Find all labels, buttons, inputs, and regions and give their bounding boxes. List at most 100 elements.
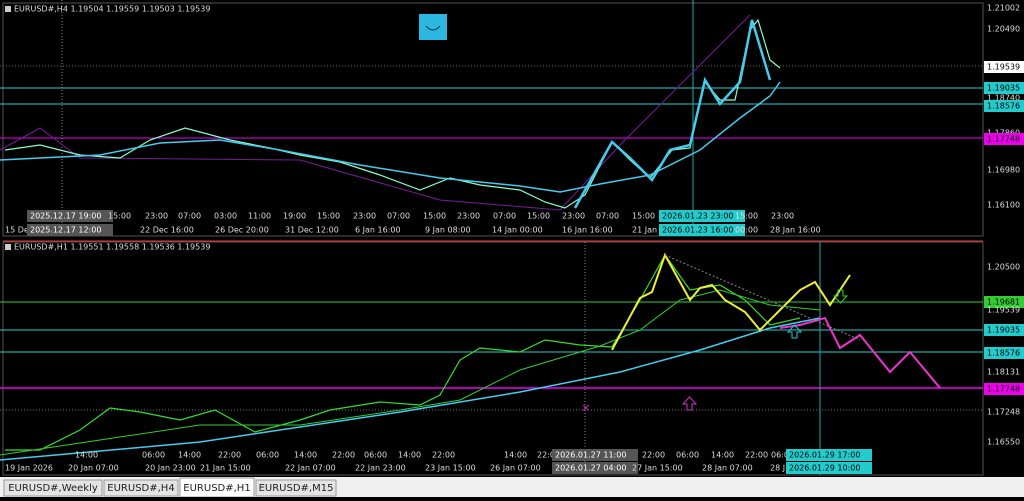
- tab-label[interactable]: EURUSD#,H1: [183, 483, 250, 494]
- time-label: 14:00: [178, 451, 201, 460]
- time-label: 07:00: [596, 212, 619, 221]
- header-mark: [5, 6, 11, 12]
- price-label: 1.17748: [987, 385, 1020, 394]
- date-label: 21 Jan 15:00: [200, 464, 251, 473]
- date-label: 2026.01.29 10:00: [789, 464, 860, 473]
- time-label: 22:00: [745, 451, 768, 460]
- time-label: 14:00: [75, 451, 98, 460]
- date-label: 22 Jan 07:00: [285, 464, 336, 473]
- time-label: 14:00: [711, 451, 734, 460]
- time-label: 14:00: [398, 451, 421, 460]
- time-label: 06:00: [771, 451, 794, 460]
- time-label: 22:00: [332, 451, 355, 460]
- tab[interactable]: [3, 479, 103, 497]
- price-label: 1.19539: [987, 63, 1020, 72]
- price-label: 1.20490: [987, 25, 1020, 34]
- time-label: 22:00: [537, 451, 560, 460]
- date-label: 28 Jan 07:00: [702, 464, 753, 473]
- time-label: 2026.01.29 17:00: [789, 451, 860, 460]
- price-label-box: [984, 133, 1024, 145]
- time-label: 2026.01.27 11:00: [555, 451, 626, 460]
- top-drawings: [0, 0, 983, 236]
- tab-label[interactable]: EURUSD#,H4: [107, 483, 174, 494]
- time-label: 06:00: [676, 451, 699, 460]
- date-label: 14 Jan 00:00: [492, 226, 543, 235]
- date-label: 23 Jan 15:00: [425, 464, 476, 473]
- price-label-box: [984, 324, 1024, 336]
- price-label: 1.16550: [987, 438, 1020, 447]
- time-label: 2026.01.23 23:00: [662, 212, 733, 221]
- price-label: 1.18131: [987, 368, 1020, 377]
- time-label-box: [27, 210, 113, 222]
- date-label: 20 Jan 07:00: [68, 464, 119, 473]
- price-label: 1.19035: [987, 84, 1020, 93]
- time-label-box: [552, 449, 638, 461]
- date-label: 22 Dec 16:00: [140, 226, 194, 235]
- date-label-box: [786, 462, 872, 474]
- time-label: 22:00: [218, 451, 241, 460]
- price-label: 1.18740: [987, 94, 1020, 103]
- tab[interactable]: [255, 479, 337, 497]
- time-label: 22:00: [432, 451, 455, 460]
- time-label-box: [786, 449, 872, 461]
- bottom-frame: [2, 241, 984, 476]
- time-label: 23:00: [145, 212, 168, 221]
- price-label: 1.19681: [987, 298, 1020, 307]
- bottom-drawings: ×: [0, 242, 983, 475]
- chart-header: EURUSD#,H1 1.19551 1.19558 1.19536 1.195…: [14, 243, 210, 252]
- date-label: 22 Jan 23:00: [355, 464, 406, 473]
- date-label: 16 Jan 16:00: [562, 226, 613, 235]
- time-label: 07:00: [387, 212, 410, 221]
- date-label-box: [27, 224, 113, 236]
- time-label-box: [659, 210, 745, 222]
- time-label: 19:00: [283, 212, 306, 221]
- price-label: 1.16100: [987, 201, 1020, 210]
- time-label: 2025.12.17 19:00: [30, 212, 101, 221]
- price-label: 1.17248: [987, 408, 1020, 417]
- time-label: 23:00: [771, 212, 794, 221]
- price-label: 1.18576: [987, 102, 1020, 111]
- time-label: 03:00: [214, 212, 237, 221]
- price-label-box: [984, 100, 1024, 112]
- price-label: 1.20500: [987, 263, 1020, 272]
- time-label: 15:00: [735, 212, 758, 221]
- date-label: 19 Jan 2026: [5, 464, 53, 473]
- time-label: 15:00: [527, 212, 550, 221]
- time-label: 06:00: [364, 451, 387, 460]
- date-label: 26 Dec 20:00: [215, 226, 269, 235]
- price-label-box: [984, 347, 1024, 359]
- tab-label[interactable]: EURUSD#,M15: [259, 483, 334, 494]
- date-label: 28 Jan 16:00: [770, 226, 821, 235]
- date-label: 26 Jan 07:00: [490, 464, 541, 473]
- top-frame: [2, 2, 984, 237]
- date-label: 28 J: [770, 464, 785, 473]
- date-label: 21 Jan: [632, 226, 657, 235]
- svg-text:×: ×: [581, 401, 590, 414]
- date-label: 31 Dec 12:00: [285, 226, 339, 235]
- time-label: 15:00: [317, 212, 340, 221]
- price-label: 1.19035: [987, 326, 1020, 335]
- chart-header: EURUSD#,H4 1.19504 1.19559 1.19503 1.195…: [14, 5, 210, 14]
- date-label-box: [659, 224, 745, 236]
- time-label: 22:00: [642, 451, 665, 460]
- time-label: 14:00: [504, 451, 527, 460]
- tab[interactable]: [103, 479, 179, 497]
- tab-label[interactable]: EURUSD#,Weekly: [8, 483, 98, 494]
- price-label: 1.18576: [987, 349, 1020, 358]
- price-label: 1.16980: [987, 166, 1020, 175]
- date-label-box: [552, 462, 638, 474]
- time-label: 23:00: [457, 212, 480, 221]
- header-mark: [5, 244, 11, 250]
- time-label: 07:00: [178, 212, 201, 221]
- price-label-box: [984, 383, 1024, 395]
- time-label: 15:00: [632, 212, 655, 221]
- time-label: 15:00: [108, 212, 131, 221]
- time-label: 06:00: [256, 451, 279, 460]
- price-label-box: [984, 82, 1024, 94]
- price-label: 1.21002: [987, 4, 1020, 13]
- time-label: 23:00: [353, 212, 376, 221]
- app-icon[interactable]: [419, 14, 447, 40]
